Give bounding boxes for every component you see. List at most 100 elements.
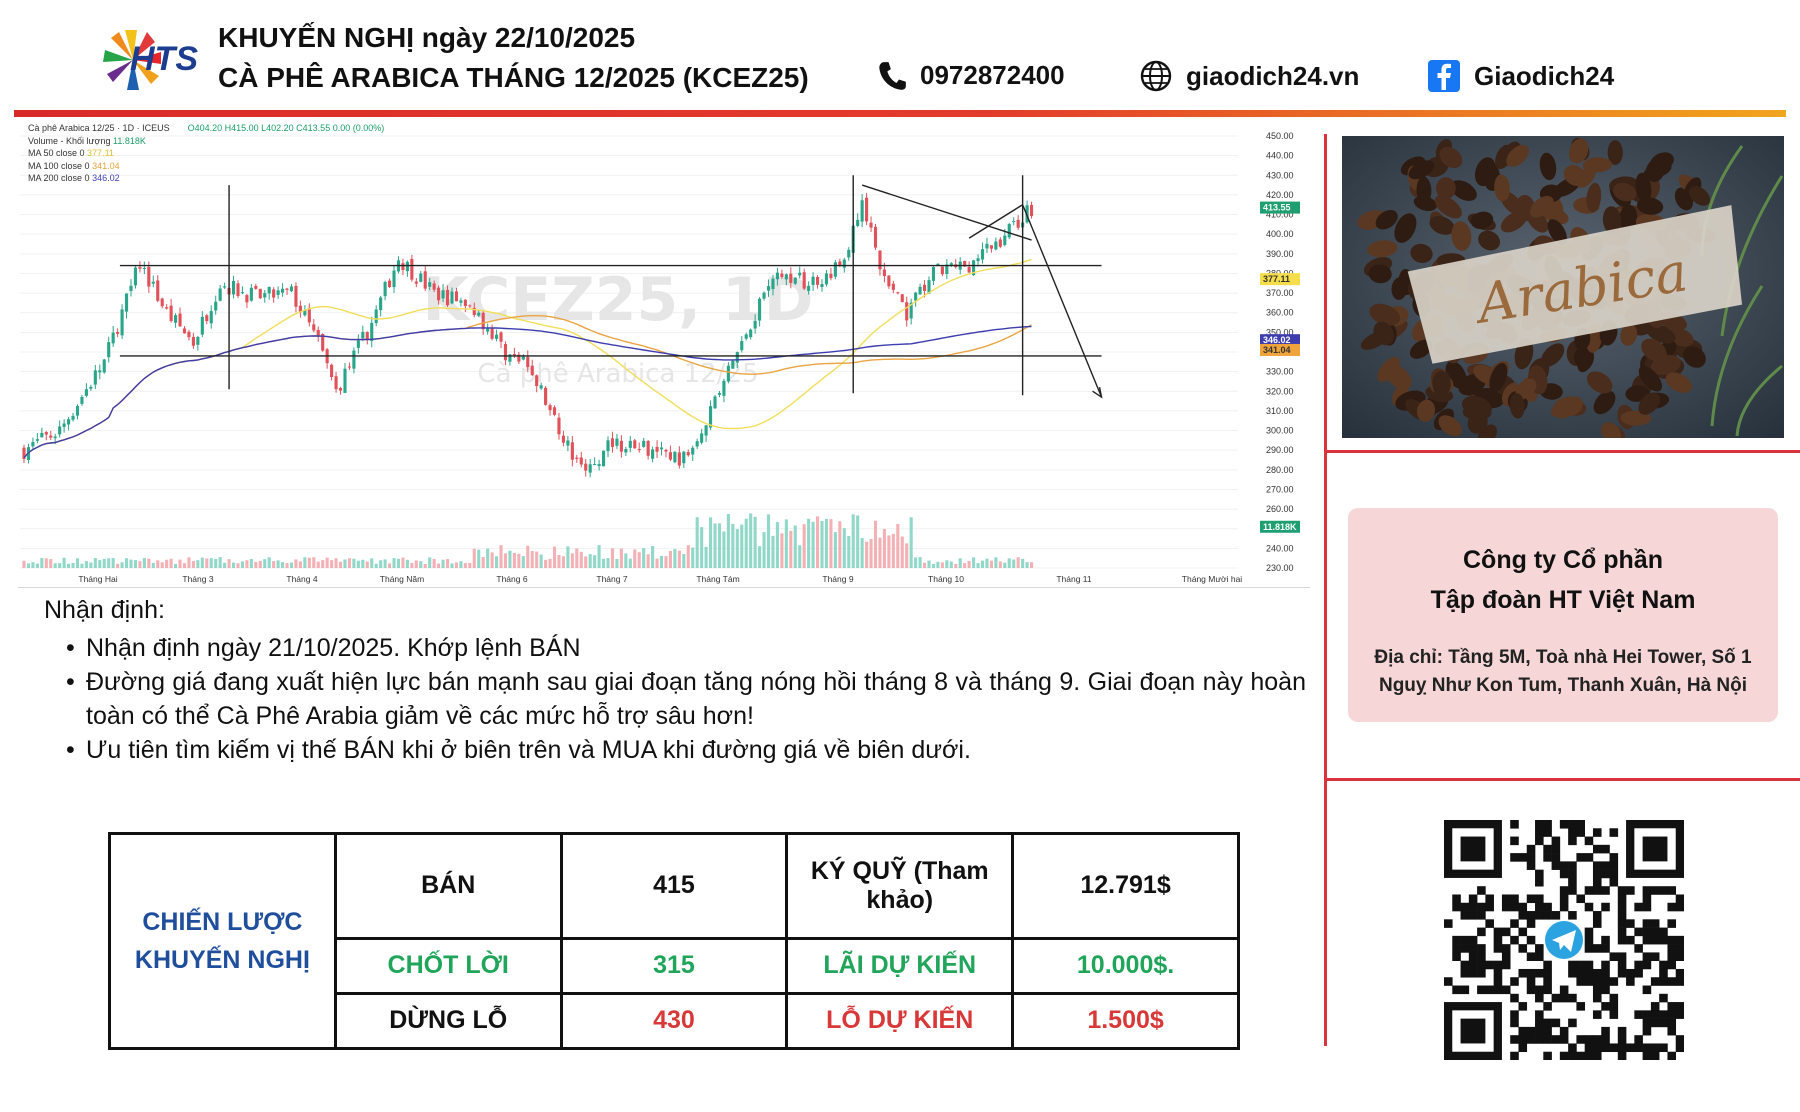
candle-body	[949, 263, 953, 266]
coffee-bean	[1515, 378, 1537, 400]
candle-body	[147, 266, 151, 287]
coffee-bean	[1409, 339, 1433, 359]
phone-contact[interactable]: 0972872400	[878, 60, 1065, 91]
qr-module	[1535, 1010, 1544, 1019]
qr-module	[1642, 927, 1652, 937]
candle-body	[107, 342, 111, 358]
qr-module	[1675, 1010, 1684, 1019]
qr-module	[1501, 894, 1511, 904]
volume-bar	[454, 562, 459, 568]
candle-body	[1003, 235, 1007, 245]
qr-module	[1518, 1026, 1528, 1036]
qr-module	[1634, 902, 1643, 912]
price-badge-label: 341.04	[1263, 345, 1291, 355]
volume-bar	[267, 557, 271, 568]
qr-module	[1617, 911, 1627, 920]
coffee-bean	[1636, 197, 1664, 215]
qr-module	[1452, 935, 1461, 945]
qr-module	[1609, 853, 1619, 862]
coffee-bean	[1619, 204, 1638, 232]
volume-bar	[347, 558, 352, 568]
candle-body	[71, 415, 75, 420]
qr-module	[1568, 869, 1577, 879]
candle-body	[133, 267, 138, 286]
candle-body	[824, 273, 829, 285]
coffee-bean	[1408, 160, 1435, 180]
price-badge	[1260, 520, 1300, 533]
candle-body	[151, 281, 155, 284]
coffee-bean	[1638, 365, 1663, 392]
coffee-bean	[1432, 370, 1451, 398]
qr-module	[1526, 1035, 1536, 1044]
candle-body	[570, 442, 574, 460]
qr-module	[1584, 960, 1594, 970]
qr-module	[1543, 1035, 1552, 1044]
qr-module	[1601, 869, 1610, 879]
qr-module	[1485, 985, 1494, 995]
qr-module	[1592, 844, 1602, 854]
price-chart[interactable]: 450.00 440.00 430.00 420.00 410.00 400.00 390.…	[18, 120, 1310, 588]
volume-bar	[419, 561, 423, 568]
qr-module	[1526, 911, 1536, 920]
candle-body	[31, 442, 35, 447]
volume-bar	[994, 557, 998, 568]
candle-body	[780, 273, 784, 277]
volume-bar	[285, 563, 289, 568]
volume-bar	[205, 558, 209, 568]
candle-body	[388, 280, 392, 288]
candle-body	[267, 286, 271, 294]
candle-body	[423, 271, 427, 289]
candle-body	[905, 302, 909, 321]
volume-bar	[789, 530, 793, 568]
company-name-line2: Tập đoàn HT Việt Nam	[1430, 586, 1696, 614]
qr-module	[1592, 877, 1602, 887]
volume-bar	[526, 545, 530, 568]
candle-body	[459, 300, 463, 303]
qr-module	[1452, 944, 1461, 953]
qr-module	[1543, 1026, 1552, 1036]
candle-body	[526, 356, 530, 368]
qr-module	[1576, 977, 1585, 986]
candle-body	[223, 286, 227, 288]
volume-bar	[927, 560, 931, 568]
ma50-value: 377.11	[87, 148, 114, 158]
candle-body	[994, 241, 998, 250]
qr-module	[1659, 968, 1668, 978]
qr-module	[1510, 853, 1519, 862]
chart-watermark: KCEZ25, 1D	[422, 265, 813, 335]
price-badge-label: 346.02	[1263, 335, 1291, 345]
candle-body	[552, 407, 557, 415]
candle-body	[294, 285, 298, 307]
candle-body	[798, 272, 802, 276]
volume-bar	[740, 524, 744, 568]
candle-body	[847, 249, 851, 258]
coffee-bean	[1515, 194, 1536, 222]
qr-module	[1667, 977, 1677, 986]
volume-bar	[89, 562, 93, 568]
qr-module	[1485, 902, 1494, 912]
volume-bar	[726, 514, 730, 568]
qr-module	[1634, 1010, 1643, 1019]
volume-bar	[820, 520, 824, 568]
qr-module	[1592, 1010, 1602, 1019]
coffee-bean	[1438, 415, 1462, 437]
volume-bar	[396, 558, 401, 568]
qr-module	[1535, 902, 1544, 912]
qr-module	[1601, 1043, 1610, 1053]
candle-body	[771, 278, 775, 289]
telegram-qr-code[interactable]	[1444, 820, 1684, 1060]
qr-module	[1543, 1051, 1552, 1060]
table-row: CHỐT LỜI 315 LÃI DỰ KIẾN 10.000$.	[110, 936, 1240, 995]
volume-bar	[655, 558, 659, 568]
coffee-bean	[1494, 174, 1510, 202]
website-link[interactable]: giaodich24.vn	[1140, 60, 1359, 92]
candle-body	[249, 287, 253, 301]
coffee-bean	[1667, 327, 1694, 347]
qr-module	[1468, 952, 1478, 961]
facebook-link[interactable]: Giaodich24	[1428, 60, 1614, 92]
volume-bar	[628, 558, 632, 568]
facebook-text: Giaodich24	[1474, 60, 1615, 91]
qr-module	[1576, 968, 1585, 978]
coffee-bean	[1563, 165, 1587, 186]
volume-bar	[980, 560, 985, 568]
